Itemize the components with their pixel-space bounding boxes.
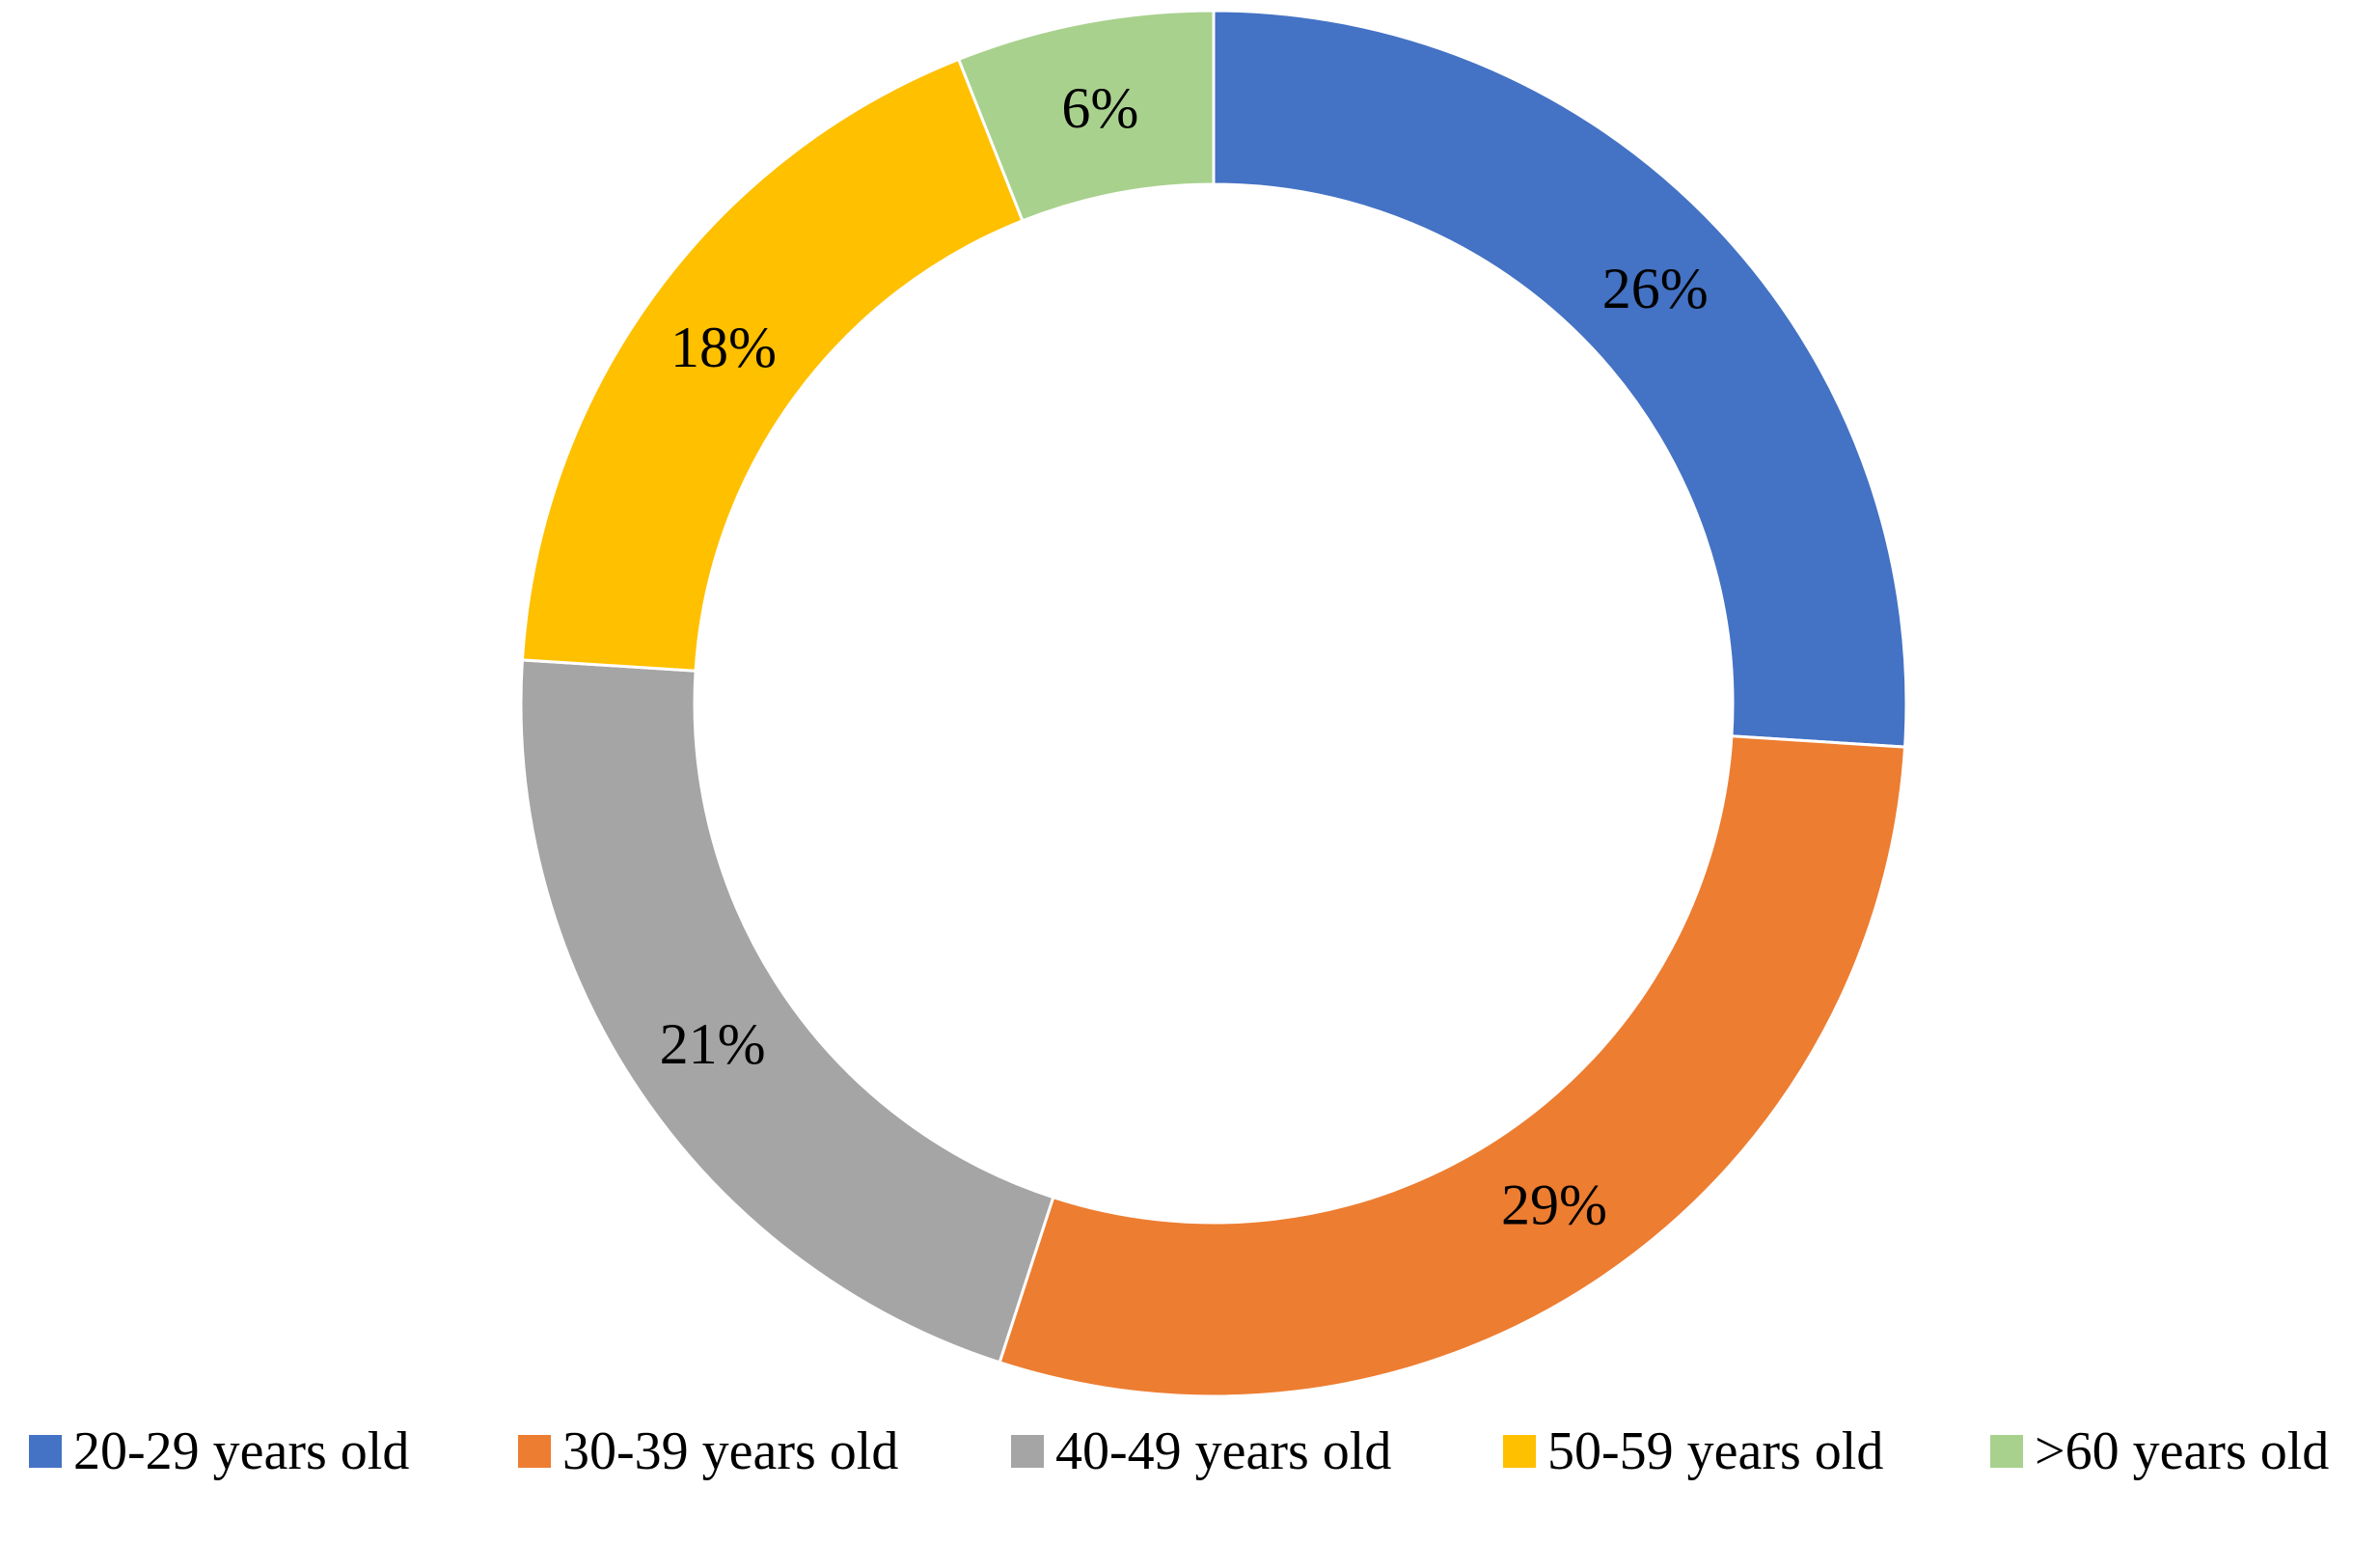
slice-40-49-years-old [519, 658, 1055, 1365]
slice-label-40-49-years-old: 21% [660, 1012, 766, 1076]
donut-slice-labels: 26% 29% 21% 18% 6% [660, 76, 1709, 1236]
donut-slices [519, 9, 1908, 1398]
legend-swatch [1011, 1435, 1044, 1468]
legend-item-50-59-years-old: 50-59 years old [1503, 1421, 1883, 1481]
legend-label: 50-59 years old [1547, 1421, 1883, 1481]
legend-swatch [1503, 1435, 1536, 1468]
legend-label: 40-49 years old [1055, 1421, 1391, 1481]
legend-swatch [1990, 1435, 2023, 1468]
slice-60-years-old [956, 9, 1216, 223]
legend-item-60-years-old: >60 years old [1990, 1421, 2329, 1481]
legend-swatch [29, 1435, 62, 1468]
legend-label: 30-39 years old [562, 1421, 898, 1481]
legend-item-20-29-years-old: 20-29 years old [29, 1421, 409, 1481]
slice-label-60-years-old: 6% [1061, 76, 1138, 140]
legend-item-30-39-years-old: 30-39 years old [518, 1421, 898, 1481]
slice-30-39-years-old [998, 734, 1907, 1398]
slice-label-30-39-years-old: 29% [1501, 1172, 1607, 1236]
slice-label-50-59-years-old: 18% [670, 316, 777, 379]
slice-20-29-years-old [1212, 9, 1908, 749]
legend-item-40-49-years-old: 40-49 years old [1011, 1421, 1391, 1481]
slice-label-20-29-years-old: 26% [1602, 257, 1709, 320]
slice-50-59-years-old [520, 57, 1025, 673]
legend-label: >60 years old [2035, 1421, 2329, 1481]
legend-swatch [518, 1435, 551, 1468]
legend: 20-29 years old 30-39 years old 40-49 year… [29, 1421, 2329, 1481]
legend-label: 20-29 years old [73, 1421, 409, 1481]
